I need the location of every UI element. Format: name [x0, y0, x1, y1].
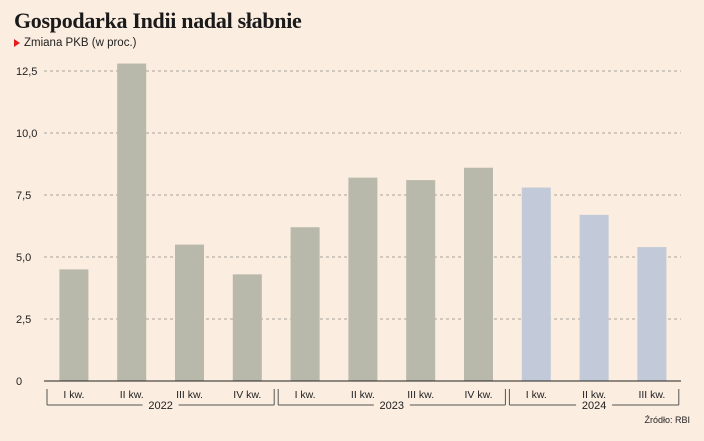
bar — [348, 177, 378, 381]
y-tick-label: 10,0 — [16, 128, 37, 140]
x-tick-label: III kw. — [176, 389, 203, 401]
bar — [637, 247, 667, 381]
source-note: Źródło: RBI — [644, 415, 690, 425]
x-tick-label: III kw. — [407, 389, 434, 401]
y-tick-label: 0 — [16, 376, 22, 388]
x-tick-label: I kw. — [63, 389, 84, 401]
bar — [521, 187, 551, 381]
bar — [579, 214, 609, 381]
bar — [406, 180, 436, 381]
bar — [117, 63, 147, 382]
year-label: 2022 — [148, 400, 172, 412]
y-tick-label: 5,0 — [16, 252, 31, 264]
y-tick-label: 12,5 — [16, 66, 37, 78]
x-tick-label: II kw. — [582, 389, 606, 401]
chart-title: Gospodarka Indii nadal słabnie — [14, 8, 302, 33]
y-tick-label: 2,5 — [16, 314, 31, 326]
bar — [464, 167, 493, 381]
x-tick-label: I kw. — [526, 389, 547, 401]
bar — [175, 244, 204, 381]
year-label: 2023 — [380, 400, 404, 412]
x-tick-label: II kw. — [351, 389, 375, 401]
y-tick-label: 7,5 — [16, 190, 31, 202]
bar — [290, 227, 320, 381]
subtitle-text: Zmiana PKB (w proc.) — [24, 37, 137, 49]
year-label: 2024 — [582, 400, 606, 412]
x-tick-label: III kw. — [638, 389, 665, 401]
x-tick-label: II kw. — [120, 389, 144, 401]
bar — [232, 274, 262, 381]
x-tick-label: I kw. — [295, 389, 316, 401]
x-tick-label: IV kw. — [233, 389, 261, 401]
triangle-marker-icon — [14, 39, 20, 47]
bar — [59, 269, 89, 381]
x-tick-label: IV kw. — [464, 389, 492, 401]
chart-subtitle: Zmiana PKB (w proc.) — [14, 37, 136, 49]
